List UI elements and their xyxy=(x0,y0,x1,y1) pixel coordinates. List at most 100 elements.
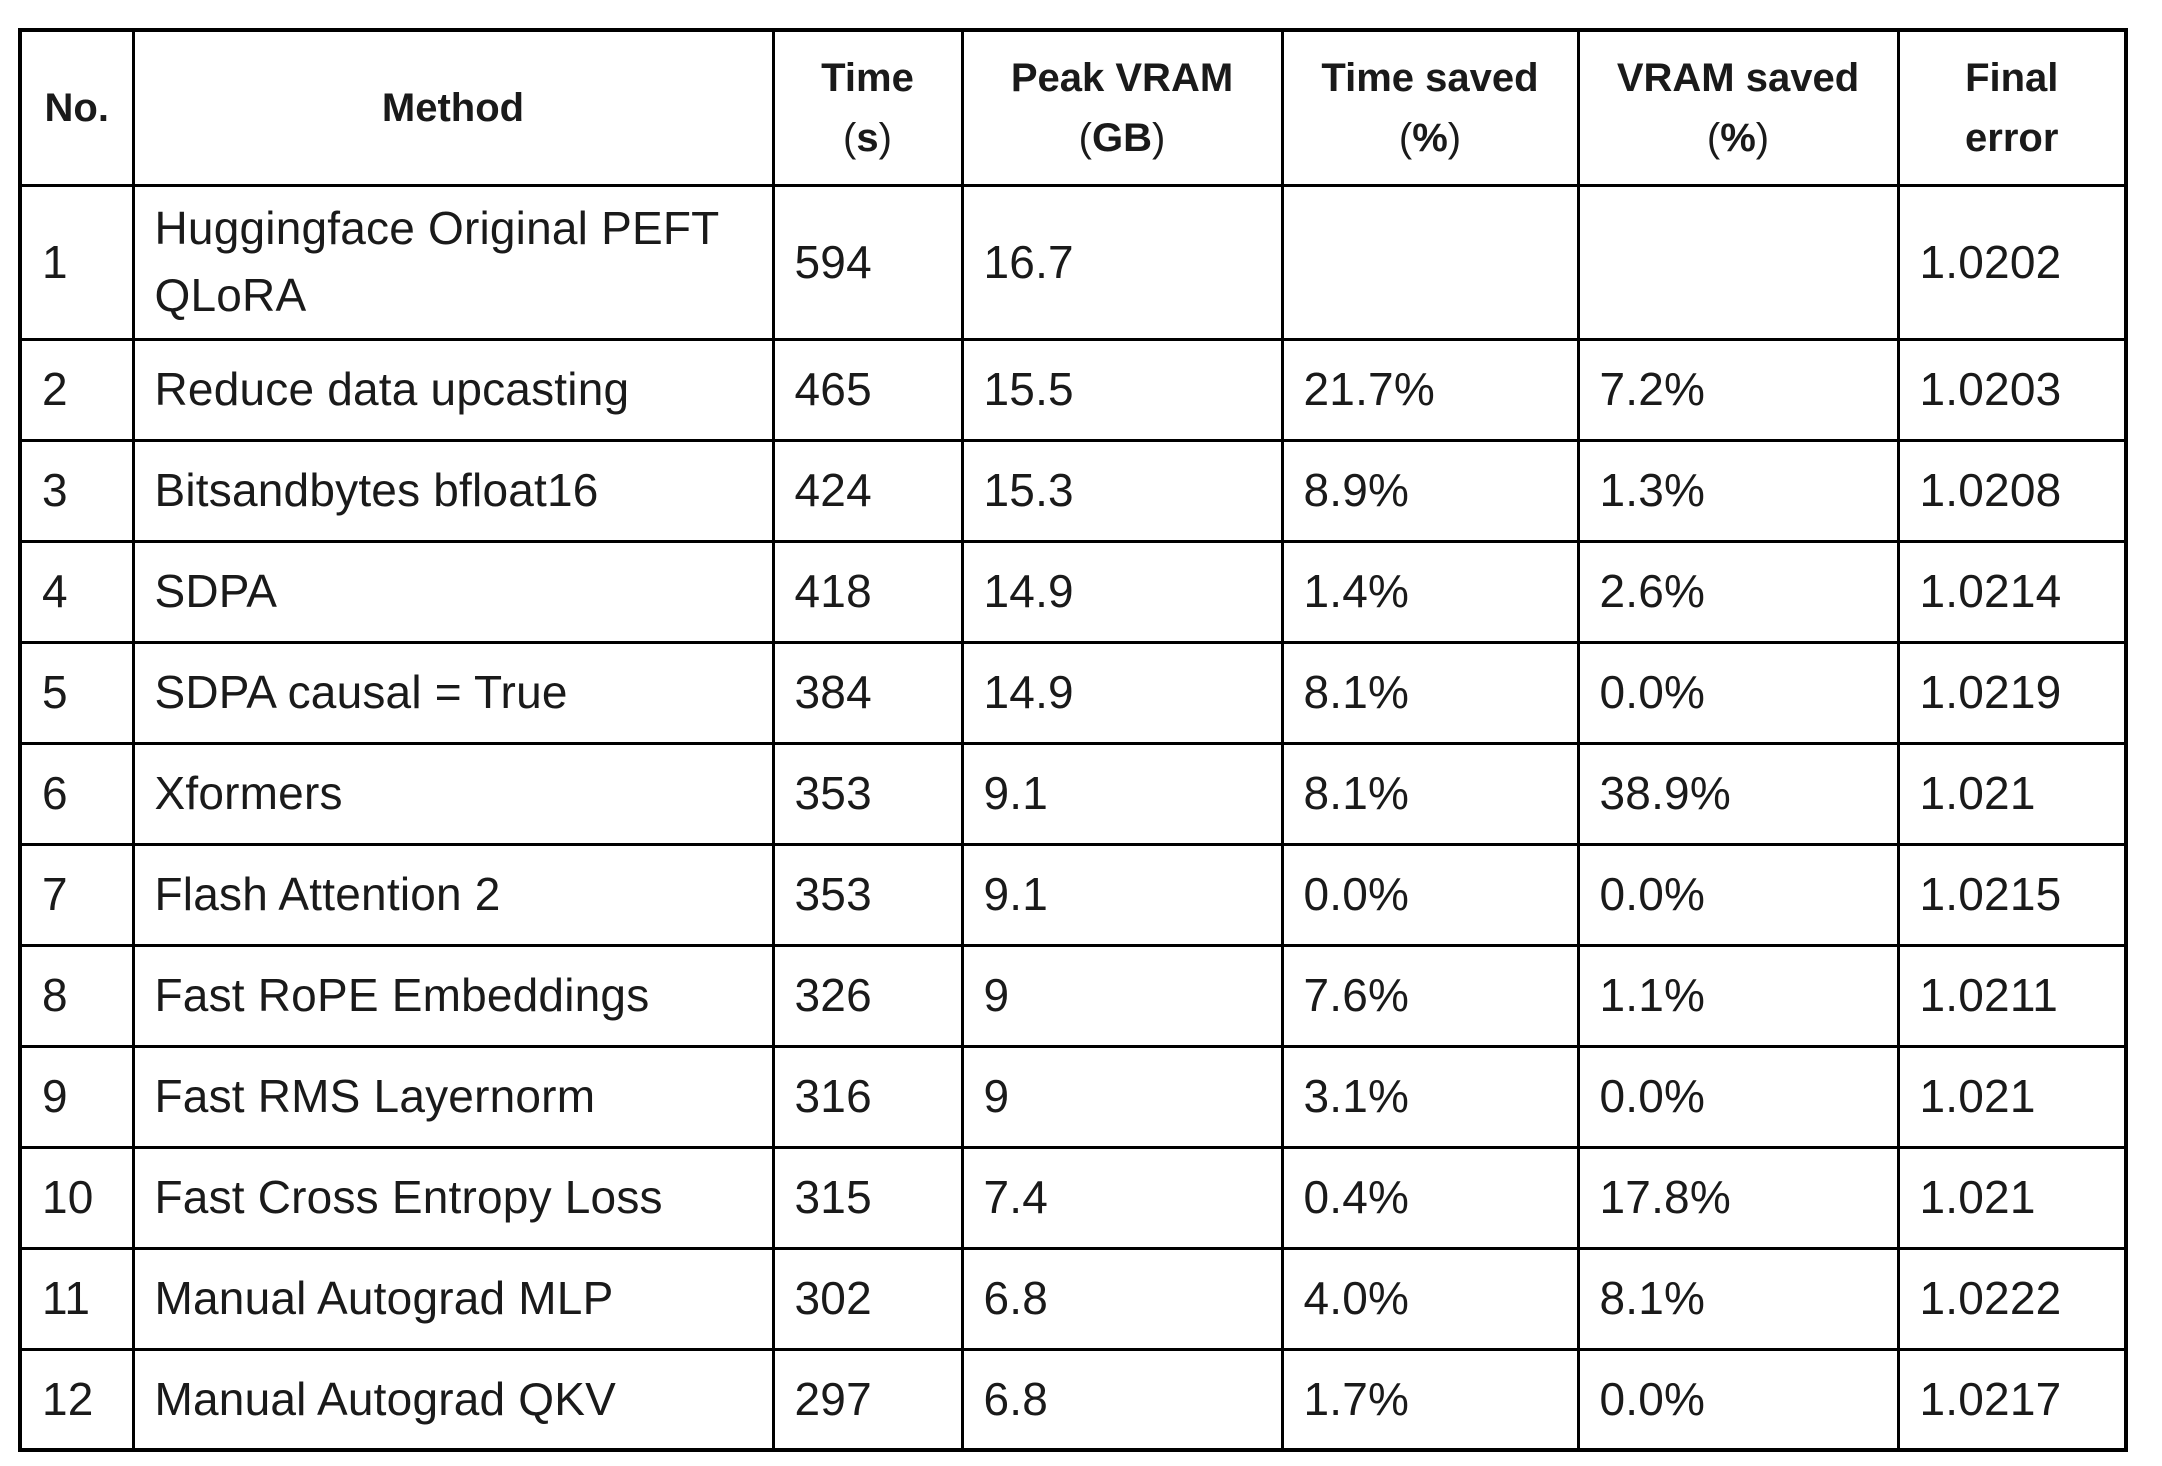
cell-method: Fast RMS Layernorm xyxy=(131,1044,775,1149)
cell-no: 10 xyxy=(18,1145,135,1250)
cell-method: Reduce data upcasting xyxy=(131,337,775,442)
table-row: 12 Manual Autograd QKV 297 6.8 1.7% 0.0% 1.021… xyxy=(18,1347,2128,1452)
column-title: Time xyxy=(821,55,914,100)
column-unit: (%) xyxy=(1706,115,1770,160)
cell-vram-saved-pct: 0.0% xyxy=(1576,640,1900,745)
table-row: 6 Xformers 353 9.1 8.1% 38.9% 1.021 xyxy=(18,741,2128,846)
cell-time-s: 594 xyxy=(771,183,964,341)
column-header-vram-saved-pct: VRAM saved (%) xyxy=(1576,28,1900,187)
cell-time-s: 465 xyxy=(771,337,964,442)
column-title: No. xyxy=(44,85,109,130)
cell-final-error: 1.0215 xyxy=(1896,842,2128,947)
column-unit: (s) xyxy=(843,115,892,160)
table-row: 8 Fast RoPE Embeddings 326 9 7.6% 1.1% 1.0211 xyxy=(18,943,2128,1048)
column-header-method: Method xyxy=(131,28,775,187)
table-row: 4 SDPA 418 14.9 1.4% 2.6% 1.0214 xyxy=(18,539,2128,644)
table-header: No. Method Time (s) Peak VRAM (GB) Time saved (… xyxy=(18,28,2128,187)
cell-vram-saved-pct: 0.0% xyxy=(1576,1347,1900,1452)
cell-peak-vram-gb: 6.8 xyxy=(960,1347,1284,1452)
cell-final-error: 1.0208 xyxy=(1896,438,2128,543)
cell-final-error: 1.0211 xyxy=(1896,943,2128,1048)
cell-method: Fast Cross Entropy Loss xyxy=(131,1145,775,1250)
cell-time-s: 384 xyxy=(771,640,964,745)
cell-time-saved-pct xyxy=(1280,183,1580,341)
cell-time-s: 297 xyxy=(771,1347,964,1452)
cell-time-s: 353 xyxy=(771,741,964,846)
cell-no: 4 xyxy=(18,539,135,644)
cell-time-saved-pct: 1.7% xyxy=(1280,1347,1580,1452)
cell-time-s: 326 xyxy=(771,943,964,1048)
cell-no: 7 xyxy=(18,842,135,947)
column-unit: (GB) xyxy=(1078,115,1166,160)
cell-final-error: 1.0219 xyxy=(1896,640,2128,745)
header-row: No. Method Time (s) Peak VRAM (GB) Time saved (… xyxy=(18,28,2128,187)
cell-time-saved-pct: 21.7% xyxy=(1280,337,1580,442)
cell-peak-vram-gb: 6.8 xyxy=(960,1246,1284,1351)
cell-method: Fast RoPE Embeddings xyxy=(131,943,775,1048)
column-unit: (%) xyxy=(1398,115,1462,160)
cell-method: Flash Attention 2 xyxy=(131,842,775,947)
cell-no: 9 xyxy=(18,1044,135,1149)
cell-peak-vram-gb: 15.5 xyxy=(960,337,1284,442)
cell-final-error: 1.021 xyxy=(1896,741,2128,846)
cell-final-error: 1.0222 xyxy=(1896,1246,2128,1351)
column-header-peak-vram-gb: Peak VRAM (GB) xyxy=(960,28,1284,187)
cell-peak-vram-gb: 16.7 xyxy=(960,183,1284,341)
table-row: 3 Bitsandbytes bfloat16 424 15.3 8.9% 1.3% 1.0… xyxy=(18,438,2128,543)
cell-method: SDPA xyxy=(131,539,775,644)
cell-final-error: 1.021 xyxy=(1896,1044,2128,1149)
table-row: 9 Fast RMS Layernorm 316 9 3.1% 0.0% 1.021 xyxy=(18,1044,2128,1149)
cell-time-saved-pct: 4.0% xyxy=(1280,1246,1580,1351)
cell-method: Xformers xyxy=(131,741,775,846)
column-title: Peak VRAM xyxy=(1010,55,1234,100)
table-row: 7 Flash Attention 2 353 9.1 0.0% 0.0% 1.0215 xyxy=(18,842,2128,947)
cell-peak-vram-gb: 14.9 xyxy=(960,539,1284,644)
cell-final-error: 1.021 xyxy=(1896,1145,2128,1250)
column-subtitle: error xyxy=(1965,115,2059,160)
cell-vram-saved-pct: 0.0% xyxy=(1576,1044,1900,1149)
column-title: VRAM saved xyxy=(1616,55,1860,100)
cell-method: Manual Autograd QKV xyxy=(131,1347,775,1452)
cell-time-saved-pct: 0.4% xyxy=(1280,1145,1580,1250)
cell-time-s: 424 xyxy=(771,438,964,543)
cell-no: 2 xyxy=(18,337,135,442)
cell-time-saved-pct: 8.9% xyxy=(1280,438,1580,543)
cell-vram-saved-pct: 1.1% xyxy=(1576,943,1900,1048)
cell-method: Huggingface Original PEFT QLoRA xyxy=(131,183,775,341)
cell-final-error: 1.0217 xyxy=(1896,1347,2128,1452)
cell-time-saved-pct: 8.1% xyxy=(1280,640,1580,745)
cell-time-saved-pct: 1.4% xyxy=(1280,539,1580,644)
cell-vram-saved-pct: 0.0% xyxy=(1576,842,1900,947)
cell-no: 6 xyxy=(18,741,135,846)
cell-time-saved-pct: 0.0% xyxy=(1280,842,1580,947)
cell-peak-vram-gb: 9 xyxy=(960,1044,1284,1149)
cell-vram-saved-pct: 8.1% xyxy=(1576,1246,1900,1351)
cell-vram-saved-pct xyxy=(1576,183,1900,341)
cell-vram-saved-pct: 1.3% xyxy=(1576,438,1900,543)
cell-peak-vram-gb: 9.1 xyxy=(960,842,1284,947)
table-row: 11 Manual Autograd MLP 302 6.8 4.0% 8.1% 1.022… xyxy=(18,1246,2128,1351)
cell-time-saved-pct: 3.1% xyxy=(1280,1044,1580,1149)
cell-time-s: 353 xyxy=(771,842,964,947)
column-title: Final xyxy=(1965,55,2059,100)
cell-peak-vram-gb: 9 xyxy=(960,943,1284,1048)
table-row: 5 SDPA causal = True 384 14.9 8.1% 0.0% 1.0219 xyxy=(18,640,2128,745)
cell-vram-saved-pct: 38.9% xyxy=(1576,741,1900,846)
column-title: Method xyxy=(381,85,525,130)
column-header-no: No. xyxy=(18,28,135,187)
cell-no: 5 xyxy=(18,640,135,745)
cell-time-saved-pct: 8.1% xyxy=(1280,741,1580,846)
cell-vram-saved-pct: 17.8% xyxy=(1576,1145,1900,1250)
cell-final-error: 1.0214 xyxy=(1896,539,2128,644)
cell-time-s: 302 xyxy=(771,1246,964,1351)
cell-no: 3 xyxy=(18,438,135,543)
table-body: 1 Huggingface Original PEFT QLoRA 594 16.7 1… xyxy=(18,183,2128,1452)
cell-method: Manual Autograd MLP xyxy=(131,1246,775,1351)
cell-final-error: 1.0203 xyxy=(1896,337,2128,442)
column-header-time-saved-pct: Time saved (%) xyxy=(1280,28,1580,187)
table-row: 1 Huggingface Original PEFT QLoRA 594 16.7 1… xyxy=(18,183,2128,341)
cell-final-error: 1.0202 xyxy=(1896,183,2128,341)
cell-peak-vram-gb: 9.1 xyxy=(960,741,1284,846)
cell-peak-vram-gb: 15.3 xyxy=(960,438,1284,543)
cell-method: SDPA causal = True xyxy=(131,640,775,745)
